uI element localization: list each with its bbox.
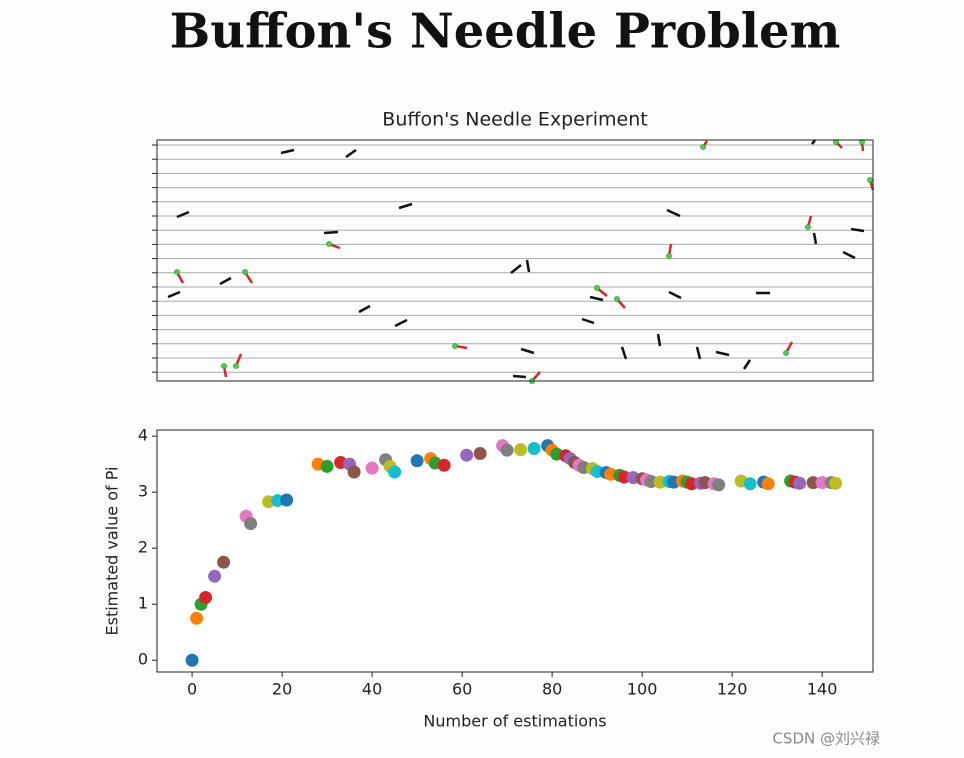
point [365,461,379,475]
cross-dot [233,363,239,369]
x-tick-label: 0 [187,680,197,699]
cross-dot [700,144,706,150]
point [388,465,402,479]
point [244,517,258,531]
cross-dot [221,363,227,369]
cross-dot [326,241,332,247]
x-tick-label: 100 [627,680,658,699]
cross-dot [805,224,811,230]
page-title: Buffon's Needle Problem [170,4,841,60]
cross-dot [174,269,180,275]
needle-plot [152,139,875,384]
x-tick-label: 40 [362,680,382,699]
point [473,447,487,461]
x-tick-label: 60 [452,680,472,699]
point [199,590,213,604]
point [527,441,541,455]
point [500,443,514,457]
point [793,476,807,490]
x-tick-label: 80 [542,680,562,699]
point [208,569,222,583]
point [217,555,231,569]
cross-dot [783,350,789,356]
point [190,611,204,625]
x-axis-label: Number of estimations [423,712,606,731]
point [829,476,843,490]
needle-frame [156,139,874,382]
cross-dot [452,343,458,349]
x-tick-label: 140 [807,680,838,699]
needles [167,139,875,382]
y-tick-label: 1 [138,594,148,613]
point [185,653,199,667]
cross-dot [666,253,672,259]
point [712,478,726,492]
cross-dot [242,269,248,275]
point [806,476,820,490]
point [410,454,424,468]
cross-dot [614,296,620,302]
point [437,458,451,472]
point [514,443,528,457]
experiment-title: Buffon's Needle Experiment [382,109,647,131]
cross-dot [867,177,873,183]
plot-frame [156,429,874,673]
point [280,493,294,507]
y-tick-label: 2 [138,538,148,557]
point [347,465,361,479]
point [460,448,474,462]
point [761,477,775,491]
point [815,476,829,490]
y-tick-label: 3 [138,482,148,501]
point [320,459,334,473]
x-tick-label: 120 [717,680,748,699]
y-tick-label: 0 [138,650,148,669]
cross-dot [594,285,600,291]
y-axis-label: Estimated value of Pi [103,467,122,636]
x-tick-label: 20 [272,680,292,699]
y-tick-label: 4 [138,426,148,445]
point [743,477,757,491]
watermark: CSDN @刘兴禄 [772,730,880,748]
